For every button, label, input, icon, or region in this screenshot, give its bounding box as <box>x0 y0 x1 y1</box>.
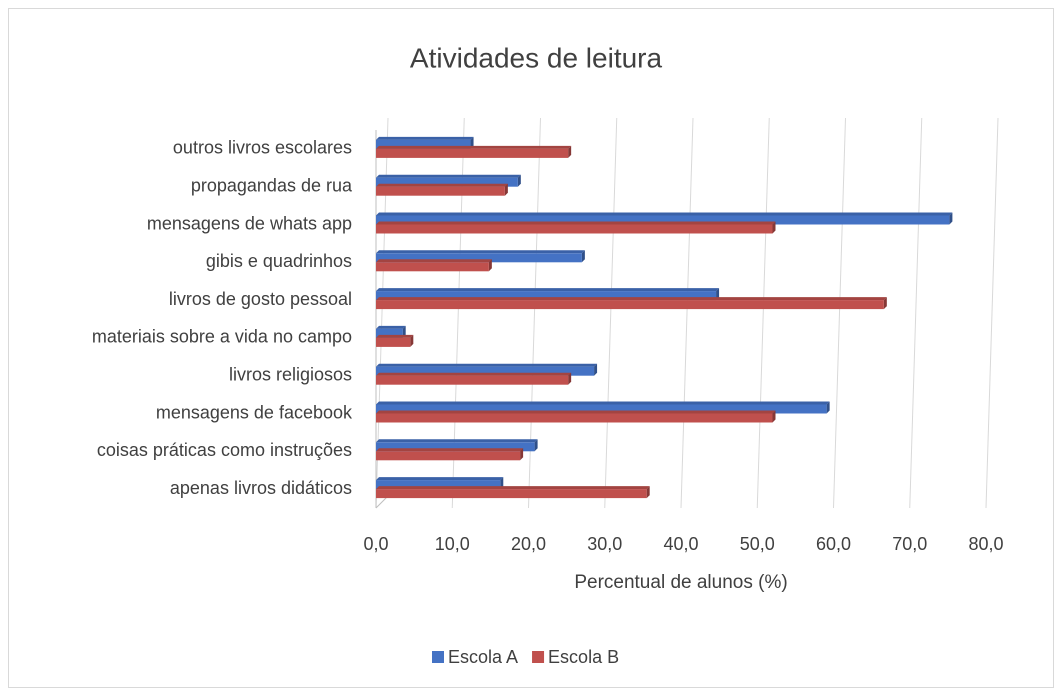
bar-top <box>376 363 598 367</box>
bar <box>376 451 521 461</box>
bar-side <box>949 212 953 225</box>
x-tick-label: 20,0 <box>511 534 546 554</box>
bar-top <box>376 259 492 263</box>
grid-line <box>985 117 999 509</box>
bar <box>376 186 505 196</box>
grid-line <box>833 117 846 509</box>
x-tick-label: 40,0 <box>663 534 698 554</box>
bar-top <box>376 297 887 301</box>
grid-line <box>909 117 923 509</box>
chart-title: Atividades de leitura <box>410 42 663 73</box>
bar-side <box>581 250 585 263</box>
bar-top <box>376 401 830 405</box>
bar-top <box>376 183 508 187</box>
x-tick-label: 70,0 <box>892 534 927 554</box>
bar-top <box>376 448 524 452</box>
bar-top <box>376 477 504 481</box>
bar-side <box>568 372 572 385</box>
bar <box>376 413 773 423</box>
bar-side <box>504 183 508 196</box>
y-tick-label: apenas livros didáticos <box>170 478 352 498</box>
legend-label: Escola A <box>448 647 518 667</box>
y-tick-label: mensagens de whats app <box>147 213 352 233</box>
bar-top <box>376 136 474 140</box>
chart-border <box>8 8 1054 688</box>
bar-side <box>772 410 776 423</box>
bar-side <box>646 486 650 499</box>
bar-side <box>410 334 414 347</box>
bar <box>376 366 595 376</box>
bar <box>376 215 950 225</box>
bar-top <box>376 221 776 225</box>
bar-side <box>488 259 492 272</box>
legend-swatch <box>532 651 545 663</box>
grid-line <box>680 117 694 509</box>
bar <box>376 148 569 158</box>
x-tick-label: 80,0 <box>968 534 1003 554</box>
bar-top <box>376 410 776 414</box>
bar-top <box>376 325 406 329</box>
bar <box>376 300 884 310</box>
bar-top <box>376 145 572 149</box>
y-tick-label: livros religiosos <box>229 364 352 384</box>
bar <box>376 480 501 490</box>
bar <box>376 375 569 385</box>
bar <box>376 262 489 272</box>
bar <box>376 224 773 234</box>
bar-top <box>376 486 650 490</box>
bar-top <box>376 372 572 376</box>
bar <box>376 328 403 338</box>
x-axis-title: Percentual de alunos (%) <box>574 572 787 593</box>
x-tick-label: 10,0 <box>435 534 470 554</box>
bar-side <box>517 174 521 187</box>
y-tick-label: coisas práticas como instruções <box>97 440 352 460</box>
bar-top <box>376 439 538 443</box>
bar-top <box>376 250 585 254</box>
x-tick-label: 30,0 <box>587 534 622 554</box>
bar-top <box>376 212 953 216</box>
bar-side <box>568 145 572 158</box>
y-tick-label: gibis e quadrinhos <box>206 251 352 271</box>
bar-top <box>376 334 414 338</box>
bar-side <box>520 448 524 461</box>
grid-line <box>756 117 770 509</box>
grid-line <box>604 117 618 509</box>
bar <box>376 139 471 149</box>
bar <box>376 337 411 347</box>
y-tick-label: outros livros escolares <box>173 138 352 158</box>
bar <box>376 177 518 187</box>
legend-swatch <box>432 651 444 663</box>
y-tick-label: materiais sobre a vida no campo <box>92 327 352 347</box>
y-tick-label: livros de gosto pessoal <box>169 289 352 309</box>
x-tick-label: 60,0 <box>816 534 851 554</box>
bar-top <box>376 288 720 292</box>
bar-side <box>772 221 776 234</box>
bar <box>376 404 827 414</box>
bar-side <box>826 401 830 414</box>
bar-side <box>594 363 598 376</box>
y-tick-label: mensagens de facebook <box>156 402 353 422</box>
bar <box>376 442 535 452</box>
x-tick-label: 50,0 <box>740 534 775 554</box>
bar-side <box>883 297 887 310</box>
bar-top <box>376 174 521 178</box>
y-tick-label: propagandas de rua <box>191 175 353 195</box>
bar-side <box>534 439 538 452</box>
legend-label: Escola B <box>548 647 619 667</box>
bar <box>376 291 717 301</box>
bar <box>376 253 582 263</box>
x-tick-label: 0,0 <box>363 534 388 554</box>
bar <box>376 489 647 499</box>
